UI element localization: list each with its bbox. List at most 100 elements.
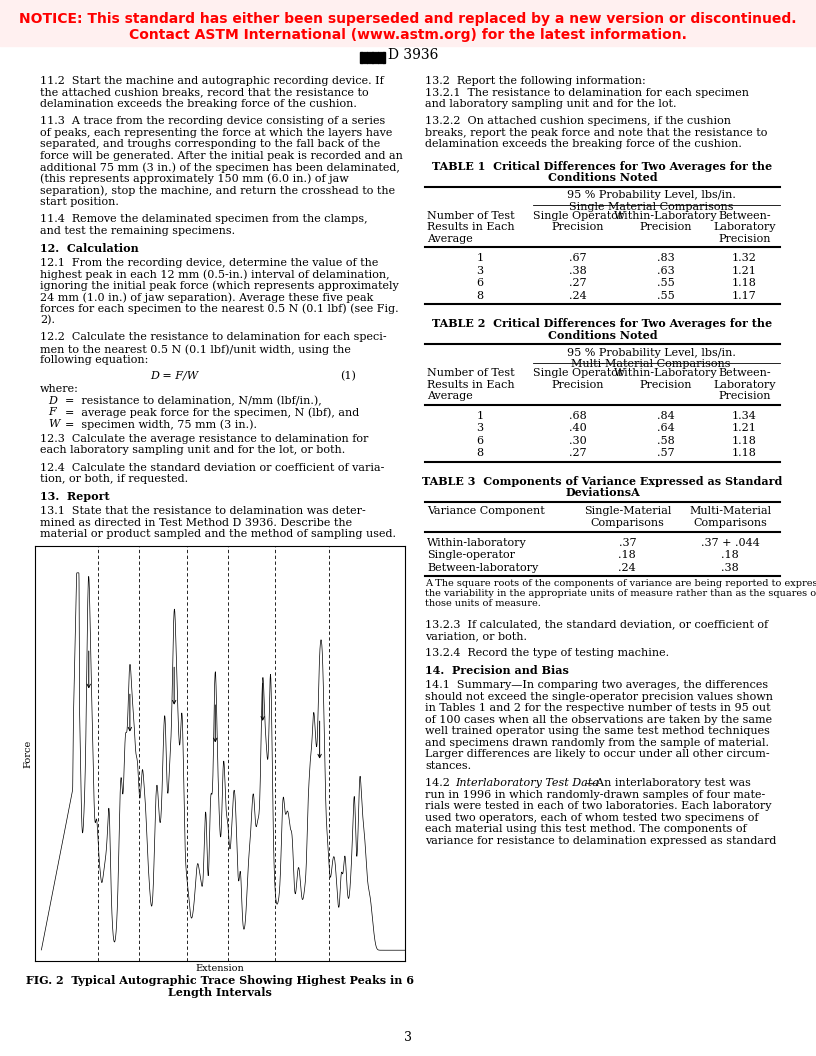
Text: Between-laboratory: Between-laboratory [427,563,539,573]
Text: 1.18: 1.18 [732,278,757,288]
Text: Larger differences are likely to occur under all other circum-: Larger differences are likely to occur u… [425,750,769,759]
Text: run in 1996 in which randomly-drawn samples of four mate-: run in 1996 in which randomly-drawn samp… [425,790,765,799]
Text: 11.2  Start the machine and autographic recording device. If: 11.2 Start the machine and autographic r… [40,76,384,86]
Text: 6: 6 [477,435,484,446]
Text: .55: .55 [657,290,674,301]
Text: Comparisons: Comparisons [591,517,664,528]
Text: Conditions Noted: Conditions Noted [548,172,658,184]
Bar [0,0,816,46]
Text: FIG. 2  Typical Autographic Trace Showing Highest Peaks in 6: FIG. 2 Typical Autographic Trace Showing… [26,975,414,986]
Text: Within-laboratory: Within-laboratory [427,538,527,548]
Text: ignoring the initial peak force (which represents approximately: ignoring the initial peak force (which r… [40,281,399,291]
Text: those units of measure.: those units of measure. [425,600,541,608]
Text: Precision: Precision [718,233,771,244]
Text: 11.4  Remove the delaminated specimen from the clamps,: 11.4 Remove the delaminated specimen fro… [40,214,368,224]
Text: 24 mm (1.0 in.) of jaw separation). Average these five peak: 24 mm (1.0 in.) of jaw separation). Aver… [40,293,374,303]
Text: 13.1  State that the resistance to delamination was deter-: 13.1 State that the resistance to delami… [40,506,366,516]
Text: .58: .58 [657,435,674,446]
Text: Length Intervals: Length Intervals [168,986,272,998]
Text: Single Operator: Single Operator [533,211,623,221]
Text: .30: .30 [569,435,587,446]
Text: Results in Each: Results in Each [427,380,515,390]
Text: delamination exceeds the breaking force of the cushion.: delamination exceeds the breaking force … [40,99,357,109]
Text: 14.2: 14.2 [425,778,457,788]
Text: 12.3  Calculate the average resistance to delamination for: 12.3 Calculate the average resistance to… [40,434,368,444]
Bar [380,52,381,63]
Text: Number of Test: Number of Test [427,369,515,378]
Text: Within-Laboratory: Within-Laboratory [614,211,717,221]
Text: delamination exceeds the breaking force of the cushion.: delamination exceeds the breaking force … [425,139,742,149]
Text: 1: 1 [477,253,484,263]
Text: Single-Material: Single-Material [583,506,671,516]
Text: the attached cushion breaks, record that the resistance to: the attached cushion breaks, record that… [40,88,369,97]
Text: .38: .38 [721,563,739,573]
Text: Average: Average [427,392,472,401]
Text: .24: .24 [569,290,587,301]
Text: (1): (1) [340,371,356,381]
Text: variation, or both.: variation, or both. [425,630,527,641]
Bar [369,52,370,63]
Bar [366,52,368,63]
Text: of peaks, each representing the force at which the layers have: of peaks, each representing the force at… [40,128,392,137]
Text: .55: .55 [657,278,674,288]
Text: men to the nearest 0.5 N (0.1 lbf)/unit width, using the: men to the nearest 0.5 N (0.1 lbf)/unit … [40,344,351,355]
Text: 12.1  From the recording device, determine the value of the: 12.1 From the recording device, determin… [40,258,379,268]
Text: Precision: Precision [639,380,692,390]
Text: W: W [48,419,60,429]
Text: in Tables 1 and 2 for the respective number of tests in 95 out: in Tables 1 and 2 for the respective num… [425,703,770,714]
Text: .27: .27 [569,278,587,288]
Text: 12.  Calculation: 12. Calculation [40,243,139,253]
Text: of 100 cases when all the observations are taken by the same: of 100 cases when all the observations a… [425,715,772,724]
Text: each material using this test method. The components of: each material using this test method. Th… [425,824,747,834]
Text: —An interlaboratory test was: —An interlaboratory test was [585,778,751,788]
Text: .18: .18 [721,550,739,561]
Text: Conditions Noted: Conditions Noted [548,329,658,341]
Y-axis label: Force: Force [23,739,32,768]
Text: D 3936: D 3936 [388,48,438,62]
Text: separated, and troughs corresponding to the fall back of the: separated, and troughs corresponding to … [40,139,380,149]
Text: should not exceed the single-operator precision values shown: should not exceed the single-operator pr… [425,692,773,702]
Text: well trained operator using the same test method techniques: well trained operator using the same tes… [425,727,769,736]
Text: 1: 1 [477,411,484,420]
Text: force will be generated. After the initial peak is recorded and an: force will be generated. After the initi… [40,151,403,161]
Text: 13.2.4  Record the type of testing machine.: 13.2.4 Record the type of testing machin… [425,648,669,658]
Text: 3: 3 [477,266,484,276]
Text: material or product sampled and the method of sampling used.: material or product sampled and the meth… [40,529,396,540]
Text: Laboratory: Laboratory [713,223,776,232]
Text: Laboratory: Laboratory [713,380,776,390]
Text: variance for resistance to delamination expressed as standard: variance for resistance to delamination … [425,835,776,846]
Text: 12.2  Calculate the resistance to delamination for each speci-: 12.2 Calculate the resistance to delamin… [40,333,387,342]
Text: Precision: Precision [639,223,692,232]
Text: 8: 8 [477,290,484,301]
Text: start position.: start position. [40,196,119,207]
Text: 13.2.2  On attached cushion specimens, if the cushion: 13.2.2 On attached cushion specimens, if… [425,116,731,127]
Text: 3: 3 [477,423,484,433]
Text: Number of Test: Number of Test [427,211,515,221]
Bar [371,52,374,63]
Text: .84: .84 [657,411,674,420]
Text: 1.21: 1.21 [732,266,757,276]
X-axis label: Extension: Extension [196,964,244,973]
Text: tion, or both, if requested.: tion, or both, if requested. [40,474,188,484]
Text: each laboratory sampling unit and for the lot, or both.: each laboratory sampling unit and for th… [40,446,345,455]
Text: Within-Laboratory: Within-Laboratory [614,369,717,378]
Text: Precision: Precision [552,380,604,390]
Text: 13.  Report: 13. Report [40,491,109,503]
Text: 13.2.1  The resistance to delamination for each specimen: 13.2.1 The resistance to delamination fo… [425,88,749,97]
Text: .40: .40 [569,423,587,433]
Text: additional 75 mm (3 in.) of the specimen has been delaminated,: additional 75 mm (3 in.) of the specimen… [40,163,400,173]
Text: .68: .68 [569,411,587,420]
Text: TABLE 3  Components of Variance Expressed as Standard: TABLE 3 Components of Variance Expressed… [423,475,783,487]
Text: .63: .63 [657,266,674,276]
Text: 13.2  Report the following information:: 13.2 Report the following information: [425,76,645,86]
Bar [377,52,379,63]
Text: .38: .38 [569,266,587,276]
Text: Multi-Material Comparisons: Multi-Material Comparisons [571,359,731,370]
Text: .24: .24 [619,563,636,573]
Text: 95 % Probability Level, lbs/in.: 95 % Probability Level, lbs/in. [566,347,735,358]
Text: Variance Component: Variance Component [427,506,545,516]
Text: Multi-Material: Multi-Material [690,506,771,516]
Text: 14.1  Summary—In comparing two averages, the differences: 14.1 Summary—In comparing two averages, … [425,680,768,691]
Text: .83: .83 [657,253,674,263]
Text: Precision: Precision [718,392,771,401]
